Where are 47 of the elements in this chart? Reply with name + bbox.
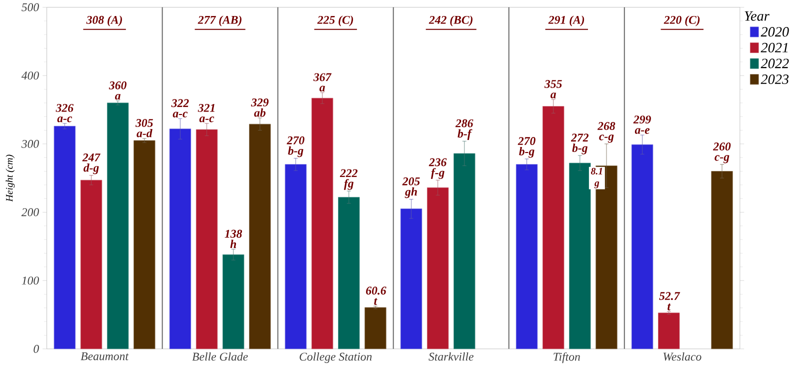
data-label: 52.7 t [659, 292, 680, 310]
y-tick-label: 200 [21, 208, 39, 216]
y-tick-label: 100 [22, 276, 39, 284]
y-axis-title: Height (cm) [6, 154, 15, 202]
data-label: 205 gh [402, 177, 420, 198]
legend-label: 2022 [760, 58, 789, 68]
legend-label: 2023 [760, 74, 789, 84]
data-label: 270 b-g [286, 136, 304, 157]
data-label: 360 a [108, 81, 126, 100]
x-tick-label: Beaumont [80, 352, 129, 360]
annotation: 225 (C) [317, 15, 354, 26]
data-label: 236 f-g [428, 158, 447, 179]
annotation: 242 (BC) [428, 15, 472, 26]
data-label: 305 a-d [135, 118, 153, 138]
annotation: 291 (A) [548, 15, 584, 26]
data-label: 247 d-g [82, 153, 101, 174]
data-label: 272 b-g [570, 133, 589, 154]
x-tick-label: College Station [300, 352, 372, 363]
data-label: 367 a [313, 72, 332, 92]
data-label: 60.6 t [366, 286, 386, 305]
x-tick-label: Starkville [428, 352, 474, 360]
x-tick-label: Weslaco [663, 352, 702, 361]
data-label: 321 a-c [198, 104, 214, 122]
y-tick-label: 400 [21, 71, 39, 80]
annotation: 308 (A) [86, 15, 122, 26]
data-label: 286 b-f [455, 119, 474, 140]
data-label: 329 ab [250, 98, 269, 117]
y-tick-label: 500 [22, 3, 39, 12]
data-label: 326 a-c [56, 104, 74, 122]
legend-title: Year [744, 11, 770, 21]
y-tick-label: 0 [34, 344, 39, 353]
data-label: 260 c-g [713, 142, 731, 164]
data-label: 299 a-e [633, 115, 651, 134]
data-label: 322 a-c [171, 98, 189, 118]
x-tick-label: Belle Glade [192, 352, 248, 360]
annotation: 220 (C) [664, 15, 700, 26]
legend-label: 2021 [760, 42, 788, 52]
data-label: 138 h [224, 230, 242, 248]
data-label: 270 b-g [518, 136, 536, 158]
annotation: 277 (AB) [198, 15, 242, 26]
annotation: 8.1 g [590, 168, 602, 188]
data-label: 355 a [544, 80, 562, 98]
x-tick-label: Tifton [554, 352, 580, 363]
data-label: 222 fg [340, 168, 358, 190]
legend-label: 2020 [760, 26, 789, 36]
data-label: 268 c-g [598, 122, 616, 143]
y-tick-label: 300 [21, 140, 39, 148]
